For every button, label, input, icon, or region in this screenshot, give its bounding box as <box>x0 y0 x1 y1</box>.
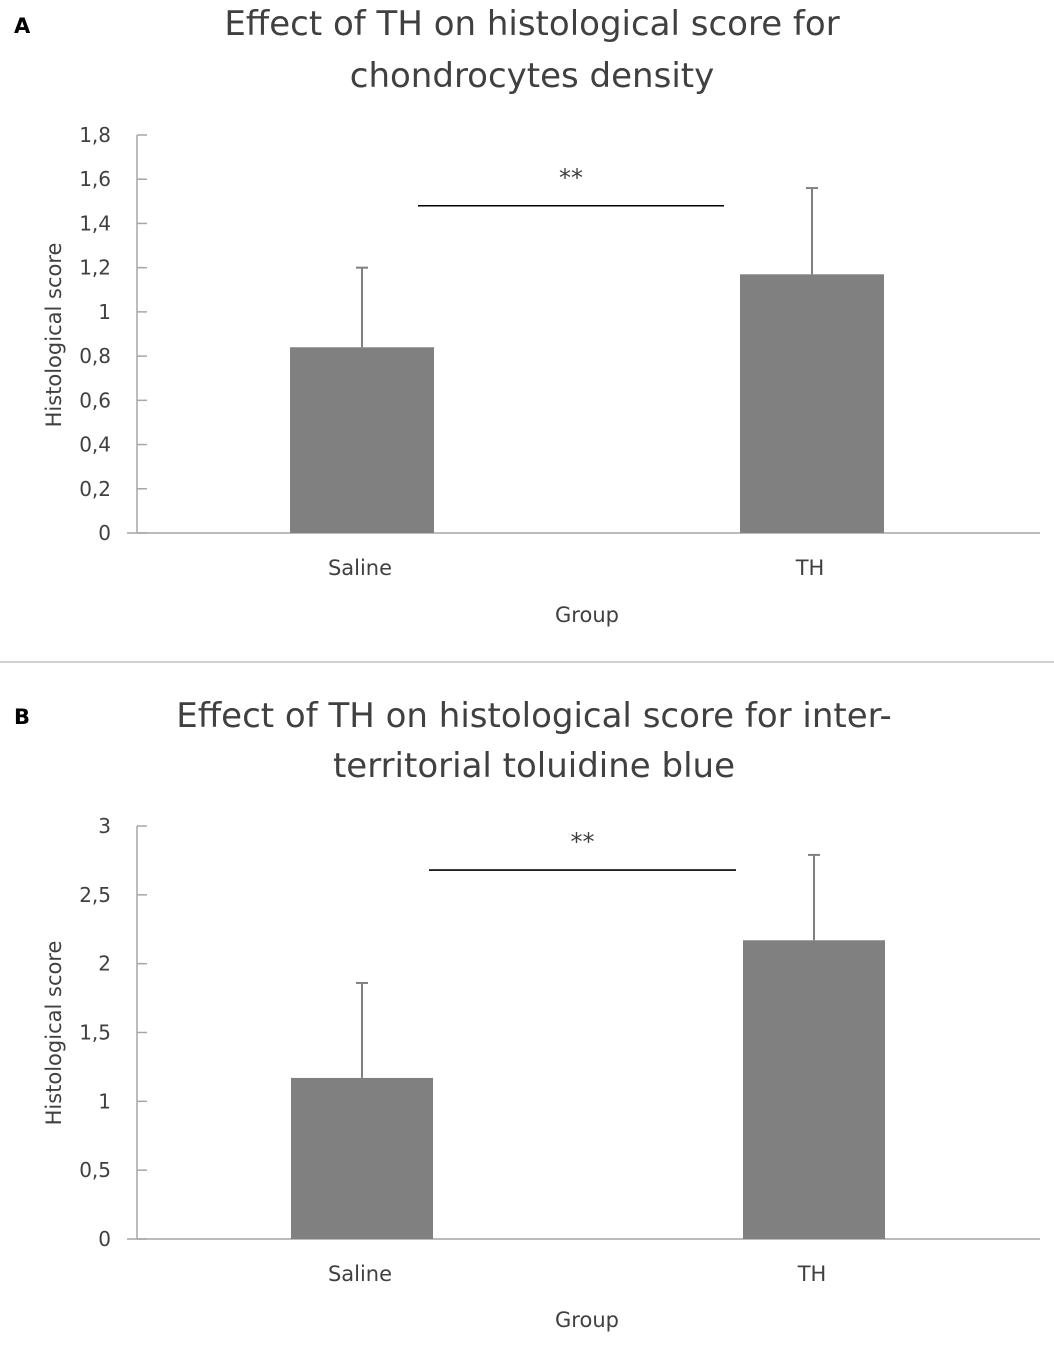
bar-saline <box>291 1077 433 1239</box>
y-tick-label: 1 <box>98 300 111 324</box>
y-tick-label: 0,2 <box>79 477 111 501</box>
x-tick-label: Saline <box>328 556 392 580</box>
panel-label: A <box>14 14 31 38</box>
x-tick-label: Saline <box>328 1262 392 1286</box>
y-tick-label: 0,5 <box>79 1158 111 1182</box>
y-tick-label: 0 <box>98 521 111 545</box>
chart-title-line-1: Effect of TH on histological score for i… <box>176 696 891 736</box>
y-tick-label: 1,6 <box>79 167 111 191</box>
y-tick-label: 1,2 <box>79 256 111 280</box>
plot-area: 0 0,5 1 1,5 2 2,5 3 Saline TH ** <box>79 814 1040 1286</box>
y-axis-label: Histological score <box>42 243 66 428</box>
chart-title-line-1: Effect of TH on histological score for <box>224 4 839 44</box>
chart-panel-a: A Effect of TH on histological score for… <box>14 4 1040 627</box>
y-tick-label: 0,8 <box>79 344 111 368</box>
plot-area: 0 0,2 0,4 0,6 0,8 1 1,2 1,4 1,6 1,8 Saline TH ** <box>79 123 1040 580</box>
chart-title-line-2: territorial toluidine blue <box>333 746 735 786</box>
y-tick-label: 2 <box>98 952 111 976</box>
y-tick-label: 2,5 <box>79 883 111 907</box>
y-axis-label: Histological score <box>42 941 66 1126</box>
x-axis-label: Group <box>555 1308 619 1332</box>
significance-label: ** <box>571 828 595 856</box>
chart-panel-b: B Effect of TH on histological score for… <box>14 696 1040 1332</box>
bar-th <box>740 274 884 533</box>
bar-th <box>743 940 885 1239</box>
y-tick-label: 1,5 <box>79 1021 111 1045</box>
bar-saline <box>290 347 434 533</box>
y-tick-label: 1,8 <box>79 123 111 147</box>
significance-label: ** <box>559 164 583 192</box>
y-tick-label: 0 <box>98 1227 111 1251</box>
y-tick-label: 0,4 <box>79 433 111 457</box>
x-tick-label: TH <box>797 1262 827 1286</box>
y-tick-label: 3 <box>98 814 111 838</box>
y-tick-label: 1 <box>98 1089 111 1113</box>
panel-label: B <box>14 705 30 729</box>
chart-title-line-2: chondrocytes density <box>350 56 714 96</box>
y-tick-label: 1,4 <box>79 211 111 235</box>
x-tick-label: TH <box>795 556 825 580</box>
y-tick-label: 0,6 <box>79 388 111 412</box>
x-axis-label: Group <box>555 603 619 627</box>
